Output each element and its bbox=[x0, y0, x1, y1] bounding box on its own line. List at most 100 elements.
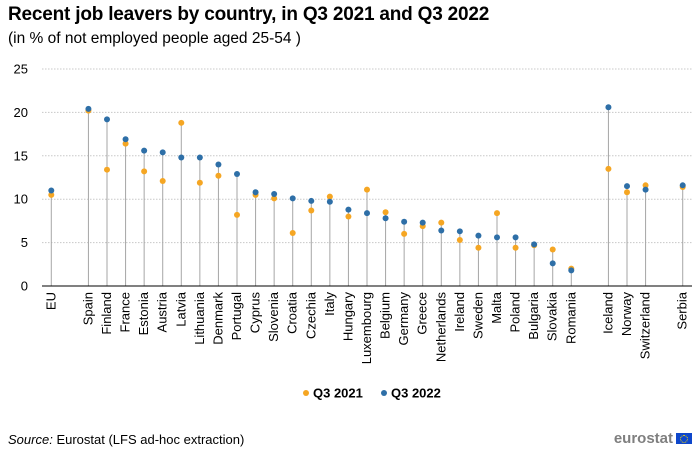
x-category-label: Germany bbox=[396, 292, 411, 346]
point-q3-2021 bbox=[122, 140, 129, 147]
y-tick-label: 5 bbox=[21, 235, 28, 250]
point-q3-2022 bbox=[215, 161, 222, 168]
point-q3-2022 bbox=[438, 227, 445, 234]
point-q3-2021 bbox=[159, 177, 166, 184]
point-q3-2022 bbox=[364, 210, 370, 217]
point-q3-2021 bbox=[605, 165, 612, 172]
point-q3-2021 bbox=[382, 209, 389, 216]
source-note: Source: Eurostat (LFS ad-hoc extraction) bbox=[8, 432, 244, 447]
point-q3-2022 bbox=[419, 219, 426, 226]
point-q3-2022 bbox=[624, 183, 630, 190]
x-category-label: Spain bbox=[80, 292, 95, 325]
x-category-label: Serbia bbox=[675, 291, 690, 329]
x-category-label: Czechia bbox=[303, 291, 318, 339]
point-q3-2022 bbox=[178, 154, 185, 161]
x-category-label: Lithuania bbox=[192, 291, 207, 345]
point-q3-2022 bbox=[401, 218, 408, 225]
point-q3-2021 bbox=[104, 166, 110, 173]
point-q3-2022 bbox=[605, 104, 612, 111]
point-q3-2021 bbox=[456, 236, 463, 243]
y-axis-ticks: 0 5 10 15 20 25 bbox=[14, 62, 28, 294]
point-q3-2021 bbox=[271, 195, 278, 202]
x-category-label: Sweden bbox=[470, 292, 485, 339]
x-category-label: Portugal bbox=[229, 292, 244, 341]
point-q3-2021 bbox=[364, 186, 370, 193]
point-q3-2022 bbox=[104, 116, 110, 123]
point-q3-2021 bbox=[141, 168, 148, 175]
y-tick-label: 25 bbox=[14, 62, 28, 77]
x-category-label: Malta bbox=[489, 291, 504, 324]
x-category-label: Poland bbox=[508, 292, 523, 332]
point-q3-2021 bbox=[512, 244, 519, 251]
point-q3-2022 bbox=[122, 136, 129, 143]
legend: Q3 2021 Q3 2022 bbox=[303, 386, 441, 401]
x-category-label: Netherlands bbox=[433, 292, 448, 363]
point-q3-2021 bbox=[549, 246, 556, 253]
point-q3-2022 bbox=[252, 189, 259, 196]
point-q3-2021 bbox=[289, 230, 296, 237]
point-q3-2022 bbox=[531, 241, 538, 248]
source-label: Source: bbox=[8, 432, 53, 447]
x-category-label: France bbox=[118, 292, 133, 332]
x-category-label: Slovakia bbox=[545, 291, 560, 341]
legend-marker-q3-2022 bbox=[381, 390, 387, 396]
eurostat-logo: eurostat bbox=[614, 430, 692, 447]
point-q3-2022 bbox=[382, 215, 389, 222]
x-category-label: Italy bbox=[322, 292, 337, 316]
x-category-label: Luxembourg bbox=[359, 292, 374, 364]
chart-subtitle: (in % of not employed people aged 25-54 … bbox=[8, 30, 301, 47]
x-category-label: Norway bbox=[619, 292, 634, 337]
y-tick-label: 20 bbox=[14, 105, 28, 120]
x-category-label: Austria bbox=[155, 291, 170, 332]
logo-text: eurostat bbox=[613, 430, 673, 447]
point-q3-2021 bbox=[475, 244, 482, 251]
point-q3-2021 bbox=[48, 191, 55, 198]
data-points bbox=[48, 104, 686, 274]
point-q3-2022 bbox=[308, 197, 315, 204]
x-category-label: Slovenia bbox=[266, 291, 281, 342]
point-q3-2021 bbox=[178, 119, 185, 126]
legend-marker-q3-2021 bbox=[303, 390, 309, 396]
point-q3-2021 bbox=[326, 193, 333, 200]
y-tick-label: 15 bbox=[14, 148, 28, 163]
x-category-label: Estonia bbox=[136, 291, 151, 335]
eu-flag-icon bbox=[676, 433, 692, 444]
point-q3-2022 bbox=[159, 149, 166, 156]
point-q3-2022 bbox=[549, 260, 556, 267]
x-category-label: Hungary bbox=[340, 292, 355, 342]
chart-title: Recent job leavers by country, in Q3 202… bbox=[8, 4, 490, 25]
point-q3-2022 bbox=[679, 182, 686, 189]
x-category-label: Switzerland bbox=[638, 292, 653, 359]
point-q3-2022 bbox=[512, 234, 519, 241]
point-q3-2021 bbox=[624, 189, 630, 196]
point-q3-2021 bbox=[308, 207, 315, 214]
x-category-label: Croatia bbox=[285, 291, 300, 334]
point-q3-2022 bbox=[85, 105, 92, 112]
point-q3-2022 bbox=[141, 147, 148, 154]
point-q3-2022 bbox=[289, 195, 296, 202]
x-category-label: Romania bbox=[563, 291, 578, 344]
point-q3-2021 bbox=[196, 179, 203, 186]
source-text: Eurostat (LFS ad-hoc extraction) bbox=[56, 432, 245, 447]
point-q3-2022 bbox=[234, 171, 240, 178]
point-q3-2022 bbox=[642, 186, 649, 193]
point-q3-2022 bbox=[271, 190, 278, 197]
x-category-label: Belgium bbox=[378, 292, 393, 339]
dot-stems bbox=[50, 107, 684, 286]
x-category-label: Ireland bbox=[452, 292, 467, 332]
x-category-label: Denmark bbox=[210, 292, 225, 345]
x-category-label: EU bbox=[43, 292, 58, 310]
x-category-label: Latvia bbox=[173, 291, 188, 326]
point-q3-2022 bbox=[345, 206, 352, 213]
point-q3-2021 bbox=[345, 213, 352, 220]
y-tick-label: 0 bbox=[21, 279, 28, 294]
x-category-label: Finland bbox=[99, 292, 114, 335]
point-q3-2021 bbox=[234, 211, 240, 218]
point-q3-2022 bbox=[326, 198, 333, 205]
point-q3-2022 bbox=[48, 187, 55, 194]
point-q3-2021 bbox=[401, 230, 408, 237]
chart-plot: 0 5 10 15 20 25 EU Spain Finland France Estonia Au… bbox=[14, 62, 692, 401]
point-q3-2022 bbox=[456, 228, 463, 235]
x-axis-labels: EU Spain Finland France Estonia Austria Latvia… bbox=[43, 291, 689, 364]
x-category-label: Greece bbox=[415, 292, 430, 335]
